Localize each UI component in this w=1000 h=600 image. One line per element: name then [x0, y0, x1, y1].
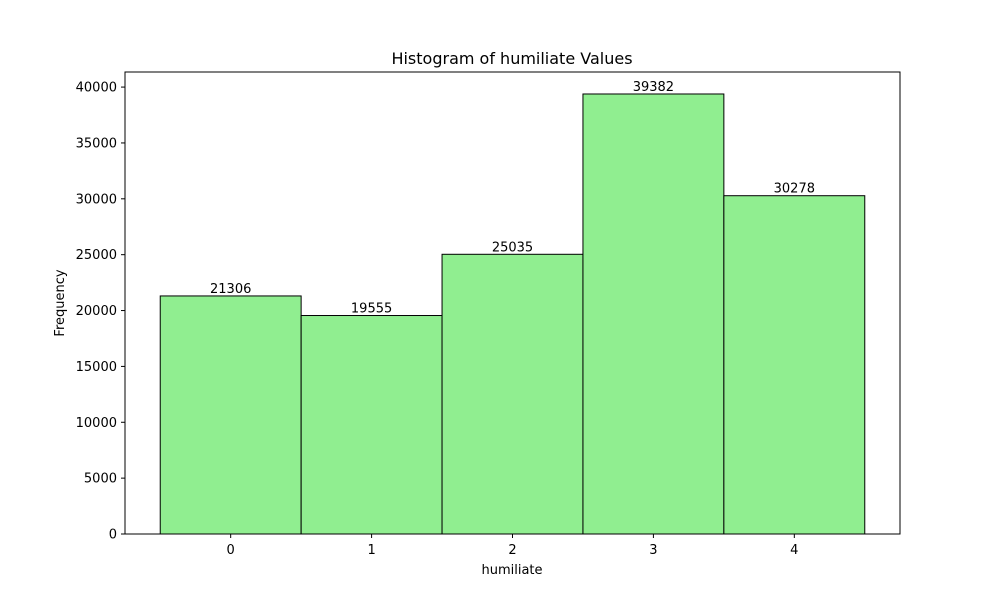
- y-tick-label: 25000: [76, 248, 117, 263]
- y-tick-label: 30000: [76, 192, 117, 207]
- x-tick-label: 4: [790, 543, 798, 558]
- bars-group: [159, 93, 866, 535]
- x-axis-label: humiliate: [481, 563, 542, 578]
- bar-4: [723, 195, 866, 535]
- x-tick-label: 2: [508, 543, 516, 558]
- bar-1: [300, 315, 443, 535]
- y-tick-label: 10000: [76, 416, 117, 431]
- bar-value-label: 21306: [210, 282, 251, 297]
- bar-3: [582, 93, 725, 535]
- y-tick-label: 35000: [76, 136, 117, 151]
- y-tick-label: 5000: [84, 472, 117, 487]
- y-tick-label: 40000: [76, 81, 117, 96]
- x-tick-label: 3: [649, 543, 657, 558]
- plot-frame: [124, 71, 901, 535]
- y-tick-label: 20000: [76, 304, 117, 319]
- y-axis-label: Frequency: [53, 269, 68, 336]
- bar-0: [159, 295, 302, 535]
- x-axis: 0 1 2 3 4: [227, 534, 798, 558]
- x-tick-label: 0: [227, 543, 235, 558]
- bar-2: [441, 253, 584, 535]
- bar-value-label: 30278: [774, 182, 815, 197]
- bar-value-label: 25035: [492, 240, 533, 255]
- y-tick-label: 0: [109, 528, 117, 543]
- y-tick-label: 15000: [76, 360, 117, 375]
- bar-labels-group: 21306 19555 25035 39382 30278: [210, 80, 815, 317]
- bar-value-label: 39382: [633, 80, 674, 95]
- x-tick-label: 1: [367, 543, 375, 558]
- bar-value-label: 19555: [351, 302, 392, 317]
- y-axis: 0 5000 10000 15000 20000 25000 30000 35000 40000: [76, 81, 125, 543]
- chart-title: Histogram of humiliate Values: [391, 49, 632, 68]
